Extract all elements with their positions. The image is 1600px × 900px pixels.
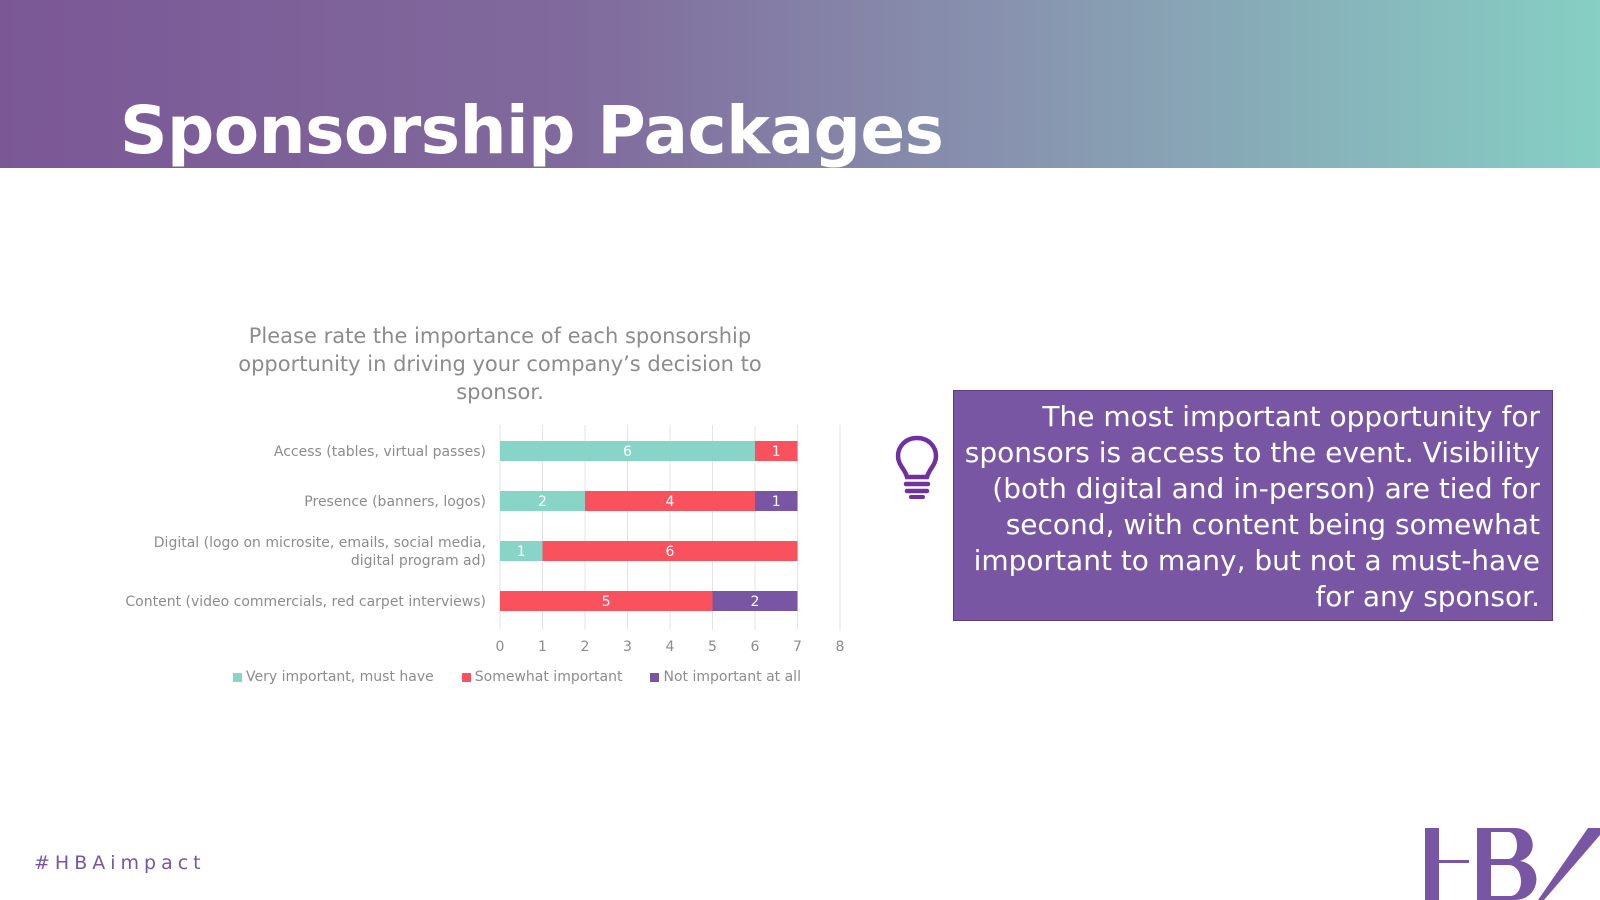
legend-item: Not important at all bbox=[650, 669, 801, 685]
legend-swatch bbox=[233, 672, 242, 682]
stacked-bar-chart: 0 1 2 3 4 5 6 7 8 6 1 Access (tables, virtual passe… bbox=[125, 425, 845, 655]
category-label: Content (video commercials, red carpet i… bbox=[125, 594, 486, 610]
bar-segment bbox=[500, 541, 543, 561]
data-label: 4 bbox=[666, 494, 675, 510]
insight-callout: The most important opportunity for spons… bbox=[953, 390, 1553, 621]
x-tick-label: 0 bbox=[496, 639, 505, 655]
data-label: 6 bbox=[666, 544, 675, 560]
bar-segment bbox=[712, 591, 798, 611]
data-label: 5 bbox=[602, 594, 611, 610]
bar-segment bbox=[755, 441, 798, 461]
x-tick-label: 3 bbox=[623, 639, 632, 655]
lightbulb-icon bbox=[895, 435, 939, 499]
legend-label: Somewhat important bbox=[474, 669, 623, 685]
x-tick-label: 5 bbox=[708, 639, 717, 655]
chart-title: Please rate the importance of each spons… bbox=[238, 324, 762, 404]
category-label: digital program ad) bbox=[351, 553, 486, 569]
data-label: 1 bbox=[772, 444, 781, 460]
bar-segment bbox=[542, 541, 798, 561]
data-label: 2 bbox=[538, 494, 547, 510]
category-label: Access (tables, virtual passes) bbox=[274, 444, 486, 460]
chart-legend: Very important, must have Somewhat import… bbox=[233, 669, 801, 685]
bar-segment bbox=[500, 591, 713, 611]
legend-swatch bbox=[461, 672, 471, 682]
x-tick-label: 2 bbox=[581, 639, 590, 655]
bar-segment bbox=[585, 491, 755, 511]
legend-label: Very important, must have bbox=[246, 669, 434, 685]
header-banner bbox=[0, 0, 1600, 168]
legend-item: Very important, must have bbox=[233, 669, 434, 685]
bar-segment bbox=[755, 491, 798, 511]
data-label: 1 bbox=[772, 494, 781, 510]
page-title: Sponsorship Packages bbox=[120, 92, 944, 169]
hba-logo bbox=[1425, 828, 1600, 900]
x-tick-label: 1 bbox=[538, 639, 547, 655]
bar-segment bbox=[500, 441, 755, 461]
category-label: Presence (banners, logos) bbox=[304, 494, 486, 510]
hashtag: #HBAimpact bbox=[34, 852, 206, 874]
data-label: 1 bbox=[517, 544, 526, 560]
x-tick-label: 6 bbox=[751, 639, 760, 655]
bar-segment bbox=[500, 491, 585, 511]
x-tick-label: 7 bbox=[793, 639, 802, 655]
data-label: 6 bbox=[623, 444, 632, 460]
data-label: 2 bbox=[751, 594, 760, 610]
x-tick-label: 4 bbox=[666, 639, 675, 655]
legend-item: Somewhat important bbox=[461, 669, 623, 685]
x-tick-label: 8 bbox=[836, 639, 845, 655]
category-label: Digital (logo on microsite, emails, soci… bbox=[154, 535, 486, 551]
legend-label: Not important at all bbox=[663, 669, 801, 685]
legend-swatch bbox=[650, 672, 660, 682]
